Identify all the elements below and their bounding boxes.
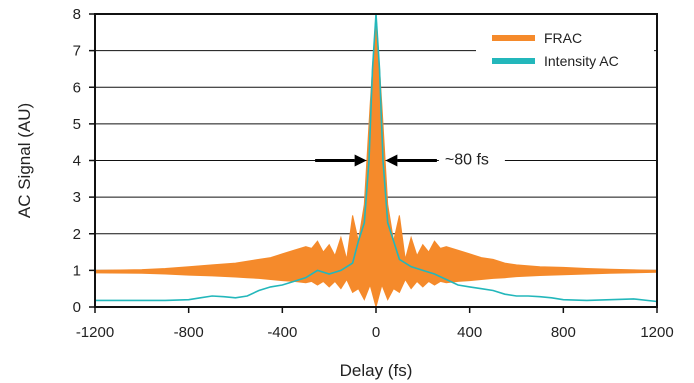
ytick-label-2: 2: [73, 226, 81, 243]
annotation-fwhm-label: ~80 fs: [445, 152, 489, 169]
xtick-label--800: -800: [174, 324, 204, 341]
ytick-label-7: 7: [73, 43, 81, 60]
annotation-arrow-right-head: [385, 154, 398, 167]
ytick-label-8: 8: [73, 6, 81, 23]
xtick-label--1200: -1200: [76, 324, 114, 341]
ytick-label-4: 4: [73, 153, 81, 170]
ytick-label-3: 3: [73, 189, 81, 206]
xtick-label-0: 0: [372, 324, 380, 341]
ytick-label-0: 0: [73, 299, 81, 316]
annotation-arrow-left-head: [354, 154, 367, 167]
y-axis-title: AC Signal (AU): [15, 103, 34, 218]
legend: FRAC Intensity AC: [476, 27, 654, 75]
annotation-layer: ~80 fs: [315, 149, 505, 172]
xtick-label-1200: 1200: [640, 324, 673, 341]
legend-label-frac: FRAC: [544, 30, 582, 46]
ytick-label-6: 6: [73, 79, 81, 96]
series-intensity-ac-line: [95, 13, 658, 303]
x-axis-title: Delay (fs): [340, 361, 413, 380]
xtick-label-400: 400: [457, 324, 482, 341]
legend-label-intensity-ac: Intensity AC: [544, 53, 619, 69]
xtick-label--400: -400: [267, 324, 297, 341]
ytick-label-5: 5: [73, 116, 81, 133]
axis-ticks: 0 1 2 3 4 5 6 7 8 -1200 -800 -400 0 400 800 1200: [73, 6, 674, 341]
ytick-label-1: 1: [73, 262, 81, 279]
annotation-label-background: [438, 149, 505, 172]
xtick-label-800: 800: [551, 324, 576, 341]
